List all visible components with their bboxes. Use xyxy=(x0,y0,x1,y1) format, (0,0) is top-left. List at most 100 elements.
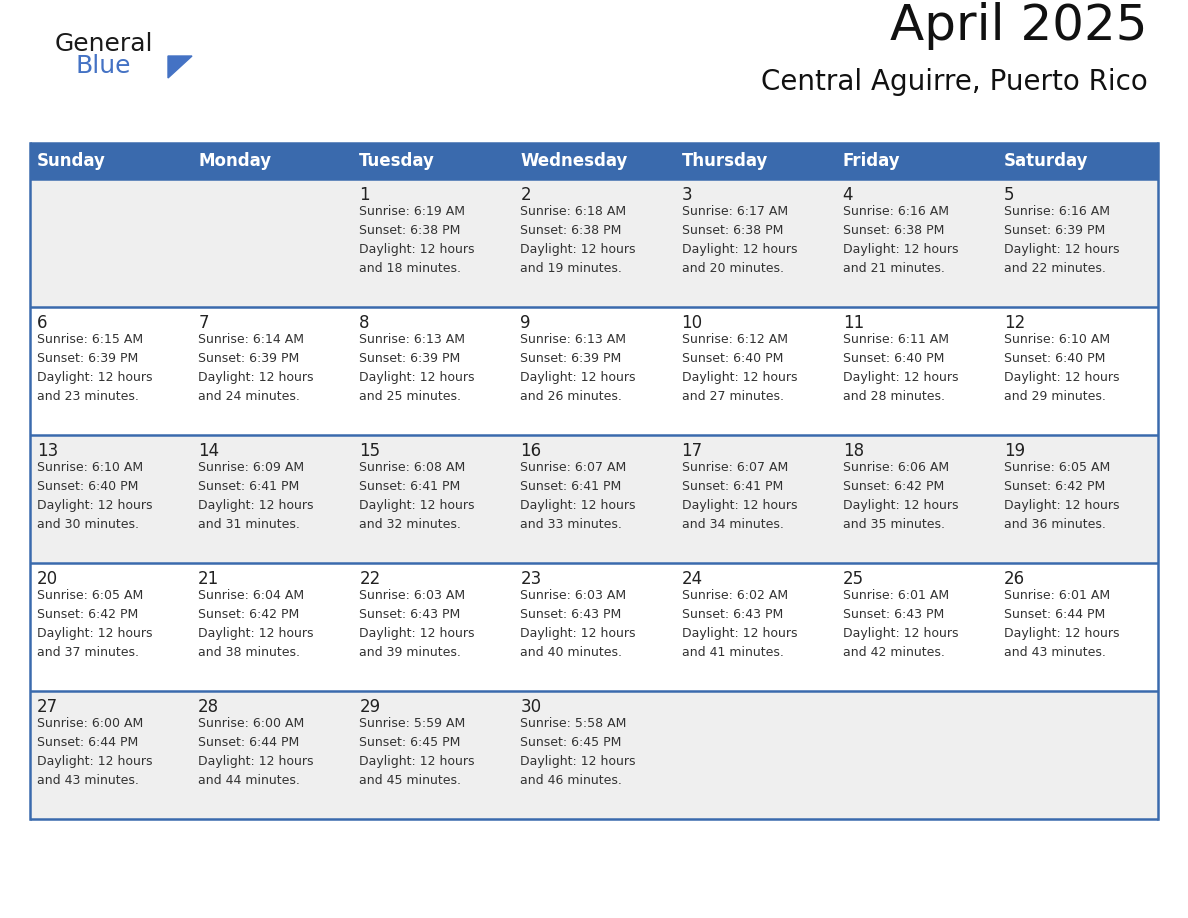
Bar xyxy=(353,307,513,435)
Text: and 20 minutes.: and 20 minutes. xyxy=(682,262,784,275)
Text: Daylight: 12 hours: Daylight: 12 hours xyxy=(359,243,475,256)
Text: Sunrise: 6:15 AM: Sunrise: 6:15 AM xyxy=(37,333,143,346)
Text: 28: 28 xyxy=(198,698,220,716)
Text: and 30 minutes.: and 30 minutes. xyxy=(37,518,139,531)
Bar xyxy=(353,179,513,307)
Text: 8: 8 xyxy=(359,314,369,332)
Text: and 31 minutes.: and 31 minutes. xyxy=(198,518,301,531)
Text: Sunrise: 6:18 AM: Sunrise: 6:18 AM xyxy=(520,205,626,218)
Text: 1: 1 xyxy=(359,186,369,204)
Bar xyxy=(835,691,997,819)
Text: Sunrise: 6:16 AM: Sunrise: 6:16 AM xyxy=(1004,205,1110,218)
Text: 9: 9 xyxy=(520,314,531,332)
Text: Daylight: 12 hours: Daylight: 12 hours xyxy=(37,627,152,640)
Text: Daylight: 12 hours: Daylight: 12 hours xyxy=(359,627,475,640)
Text: 7: 7 xyxy=(198,314,209,332)
Text: and 34 minutes.: and 34 minutes. xyxy=(682,518,783,531)
Bar xyxy=(30,691,191,819)
Text: Sunset: 6:44 PM: Sunset: 6:44 PM xyxy=(1004,608,1105,621)
Bar xyxy=(513,691,675,819)
Text: and 43 minutes.: and 43 minutes. xyxy=(1004,646,1106,659)
Bar xyxy=(835,307,997,435)
Text: Central Aguirre, Puerto Rico: Central Aguirre, Puerto Rico xyxy=(762,68,1148,96)
Text: Sunrise: 6:06 AM: Sunrise: 6:06 AM xyxy=(842,461,949,474)
Bar xyxy=(835,143,997,179)
Text: 20: 20 xyxy=(37,570,58,588)
Text: Daylight: 12 hours: Daylight: 12 hours xyxy=(520,755,636,768)
Text: Sunrise: 6:12 AM: Sunrise: 6:12 AM xyxy=(682,333,788,346)
Text: Sunset: 6:45 PM: Sunset: 6:45 PM xyxy=(520,736,621,749)
Text: Sunset: 6:40 PM: Sunset: 6:40 PM xyxy=(37,480,138,493)
Text: and 27 minutes.: and 27 minutes. xyxy=(682,390,784,403)
Bar xyxy=(353,691,513,819)
Text: Sunrise: 6:17 AM: Sunrise: 6:17 AM xyxy=(682,205,788,218)
Text: Sunset: 6:39 PM: Sunset: 6:39 PM xyxy=(37,352,138,365)
Bar xyxy=(30,435,191,563)
Text: 16: 16 xyxy=(520,442,542,460)
Text: Sunrise: 6:08 AM: Sunrise: 6:08 AM xyxy=(359,461,466,474)
Text: Daylight: 12 hours: Daylight: 12 hours xyxy=(520,371,636,384)
Bar xyxy=(513,143,675,179)
Text: and 38 minutes.: and 38 minutes. xyxy=(198,646,301,659)
Text: and 22 minutes.: and 22 minutes. xyxy=(1004,262,1106,275)
Text: Sunset: 6:38 PM: Sunset: 6:38 PM xyxy=(682,224,783,237)
Text: April 2025: April 2025 xyxy=(891,2,1148,50)
Bar xyxy=(353,435,513,563)
Text: Sunset: 6:39 PM: Sunset: 6:39 PM xyxy=(198,352,299,365)
Bar xyxy=(513,307,675,435)
Bar xyxy=(191,435,353,563)
Text: Daylight: 12 hours: Daylight: 12 hours xyxy=(842,627,959,640)
Text: 21: 21 xyxy=(198,570,220,588)
Bar xyxy=(675,691,835,819)
Text: 30: 30 xyxy=(520,698,542,716)
Polygon shape xyxy=(168,56,192,78)
Text: Sunset: 6:43 PM: Sunset: 6:43 PM xyxy=(842,608,944,621)
Text: and 36 minutes.: and 36 minutes. xyxy=(1004,518,1106,531)
Text: Sunrise: 6:14 AM: Sunrise: 6:14 AM xyxy=(198,333,304,346)
Text: Sunday: Sunday xyxy=(37,152,106,170)
Text: Sunrise: 5:58 AM: Sunrise: 5:58 AM xyxy=(520,717,627,730)
Text: Sunset: 6:41 PM: Sunset: 6:41 PM xyxy=(359,480,461,493)
Text: Sunrise: 6:04 AM: Sunrise: 6:04 AM xyxy=(198,589,304,602)
Bar xyxy=(997,691,1158,819)
Text: Daylight: 12 hours: Daylight: 12 hours xyxy=(842,243,959,256)
Text: Daylight: 12 hours: Daylight: 12 hours xyxy=(682,499,797,512)
Bar xyxy=(675,179,835,307)
Text: Daylight: 12 hours: Daylight: 12 hours xyxy=(520,627,636,640)
Text: and 43 minutes.: and 43 minutes. xyxy=(37,774,139,787)
Text: Blue: Blue xyxy=(75,54,131,78)
Text: Sunset: 6:44 PM: Sunset: 6:44 PM xyxy=(198,736,299,749)
Bar xyxy=(997,307,1158,435)
Text: Sunrise: 6:10 AM: Sunrise: 6:10 AM xyxy=(1004,333,1110,346)
Bar xyxy=(675,143,835,179)
Text: Sunset: 6:42 PM: Sunset: 6:42 PM xyxy=(842,480,944,493)
Text: and 40 minutes.: and 40 minutes. xyxy=(520,646,623,659)
Text: 13: 13 xyxy=(37,442,58,460)
Text: and 21 minutes.: and 21 minutes. xyxy=(842,262,944,275)
Text: 4: 4 xyxy=(842,186,853,204)
Text: Sunrise: 6:00 AM: Sunrise: 6:00 AM xyxy=(198,717,304,730)
Text: Sunset: 6:41 PM: Sunset: 6:41 PM xyxy=(520,480,621,493)
Text: Sunset: 6:41 PM: Sunset: 6:41 PM xyxy=(682,480,783,493)
Text: 22: 22 xyxy=(359,570,380,588)
Bar xyxy=(353,563,513,691)
Bar xyxy=(30,179,191,307)
Text: Sunset: 6:39 PM: Sunset: 6:39 PM xyxy=(359,352,461,365)
Text: Monday: Monday xyxy=(198,152,271,170)
Text: Daylight: 12 hours: Daylight: 12 hours xyxy=(37,755,152,768)
Bar xyxy=(997,143,1158,179)
Text: 27: 27 xyxy=(37,698,58,716)
Text: Daylight: 12 hours: Daylight: 12 hours xyxy=(37,371,152,384)
Text: Sunset: 6:45 PM: Sunset: 6:45 PM xyxy=(359,736,461,749)
Text: Sunset: 6:38 PM: Sunset: 6:38 PM xyxy=(842,224,944,237)
Bar xyxy=(513,563,675,691)
Text: Sunrise: 6:03 AM: Sunrise: 6:03 AM xyxy=(359,589,466,602)
Bar xyxy=(997,179,1158,307)
Text: Daylight: 12 hours: Daylight: 12 hours xyxy=(682,627,797,640)
Text: 29: 29 xyxy=(359,698,380,716)
Text: Sunset: 6:43 PM: Sunset: 6:43 PM xyxy=(359,608,461,621)
Bar xyxy=(30,563,191,691)
Text: and 23 minutes.: and 23 minutes. xyxy=(37,390,139,403)
Bar xyxy=(675,307,835,435)
Text: and 26 minutes.: and 26 minutes. xyxy=(520,390,623,403)
